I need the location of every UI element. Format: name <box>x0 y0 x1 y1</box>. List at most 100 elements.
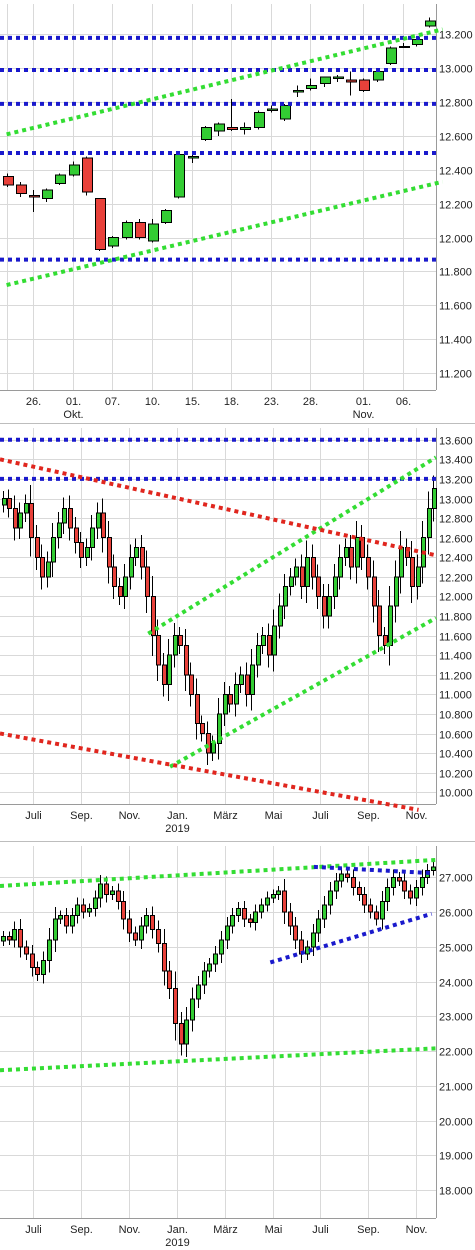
candle-up <box>259 904 264 913</box>
candle-up <box>339 873 344 882</box>
candle-down <box>346 79 357 83</box>
candle-up <box>333 76 344 79</box>
candle-up <box>139 925 144 941</box>
x-tick-label: Juli <box>25 810 42 822</box>
candle-up <box>201 127 212 140</box>
candle-up <box>188 155 199 159</box>
candle-up <box>110 890 115 896</box>
y-tick-label: 11.600 <box>439 301 472 313</box>
x-tick-sublabel: 2019 <box>165 823 189 835</box>
candle-down <box>68 507 73 529</box>
candle-down <box>74 527 79 544</box>
candle-down <box>127 918 132 934</box>
candle-up <box>18 512 23 529</box>
x-tick-label: Mai <box>265 1224 283 1236</box>
candle-up <box>55 174 66 184</box>
y-tick-label: 19.000 <box>439 1151 473 1163</box>
x-tick-label: März <box>213 1224 237 1236</box>
chart-panel-comparison: 18.000 19.000 20.000 21.000 22.000 23.000 24.0… <box>0 842 475 1250</box>
x-tick-sublabel: Okt. <box>63 409 83 418</box>
candle-up <box>90 527 95 548</box>
candle-up <box>236 908 241 917</box>
candle-up <box>293 89 304 93</box>
candle-up <box>174 154 185 198</box>
candle-down <box>156 635 161 666</box>
candle-down <box>95 198 106 250</box>
candle-up <box>173 635 178 656</box>
candle-up <box>57 522 62 539</box>
x-tick-label: 23. <box>264 396 279 408</box>
candle-up <box>2 498 7 506</box>
chart-panel-short-term: 11.200 11.400 11.600 11.800 12.000 12.200 12.4… <box>0 0 475 418</box>
candle-down <box>206 733 211 754</box>
y-tick-label: 11.800 <box>439 612 472 624</box>
y-tick-label: 12.800 <box>439 98 473 110</box>
candle-down <box>179 1022 184 1045</box>
candle-up <box>425 20 436 27</box>
candle-up <box>256 644 261 666</box>
x-tick-label: Sep. <box>70 1224 93 1236</box>
y-tick-label: 12.400 <box>439 166 473 178</box>
candle-down <box>362 894 367 906</box>
candle-up <box>75 904 80 917</box>
candle-down <box>374 911 379 920</box>
y-tick-label: 10.800 <box>439 710 473 722</box>
candle-up <box>144 915 149 927</box>
candle-up <box>385 887 390 903</box>
x-tick-label: Nov. <box>119 810 141 822</box>
candle-up <box>46 561 51 578</box>
candle-up <box>69 164 80 176</box>
candle-up <box>276 890 281 896</box>
candle-down <box>18 928 23 948</box>
y-tick-label: 13.000 <box>439 495 473 507</box>
candle-up <box>217 713 222 744</box>
trend-channel-line <box>0 857 437 888</box>
candle-up <box>240 127 251 130</box>
x-tick-label: 15. <box>185 396 200 408</box>
candle-up <box>289 576 294 588</box>
candle-down <box>245 674 250 695</box>
x-tick-label: 10. <box>145 396 160 408</box>
y-tick-label: 11.600 <box>439 632 472 644</box>
candle-up <box>53 918 58 941</box>
candle-up <box>167 654 172 686</box>
candle-down <box>408 890 413 899</box>
trend-channel-line <box>147 455 438 636</box>
candle-up <box>51 537 56 563</box>
candle-down <box>151 595 156 637</box>
candle-down <box>167 970 172 990</box>
candle-down <box>359 79 370 91</box>
candle-up <box>322 904 327 920</box>
y-tick-label: 12.000 <box>439 234 473 246</box>
candle-up <box>380 901 385 920</box>
candle-down <box>195 693 200 725</box>
y-tick-label: 25.000 <box>439 943 473 955</box>
x-tick-label: 28. <box>303 396 318 408</box>
candle-down <box>79 542 84 558</box>
x-tick-label: 18. <box>224 396 239 408</box>
y-tick-label: 12.000 <box>439 592 473 604</box>
candle-up <box>327 595 332 617</box>
chart-panel-one-year: 10.000 10.200 10.400 10.600 10.800 11.000 11.2… <box>0 424 475 839</box>
candle-up <box>431 866 436 871</box>
panel-divider <box>0 423 475 424</box>
candle-up <box>129 556 134 578</box>
candle-up <box>219 939 224 955</box>
candle-down <box>145 566 150 597</box>
candle-up <box>294 566 299 578</box>
y-tick-label: 21.000 <box>439 1082 473 1094</box>
x-tick-label: 01. <box>356 396 371 408</box>
x-tick-label: 01. <box>66 396 81 408</box>
candle-up <box>394 576 399 607</box>
candle-down <box>173 988 178 1024</box>
x-tick-label: Juli <box>312 1224 329 1236</box>
candle-up <box>250 664 255 695</box>
y-tick-label: 13.200 <box>439 475 473 487</box>
candle-down <box>30 953 35 969</box>
downtrend-line <box>0 457 437 558</box>
y-tick-label: 12.200 <box>439 200 473 212</box>
candle-up <box>190 998 195 1021</box>
candle-down <box>242 908 247 920</box>
candle-down <box>349 546 354 568</box>
candle-up <box>283 586 288 607</box>
